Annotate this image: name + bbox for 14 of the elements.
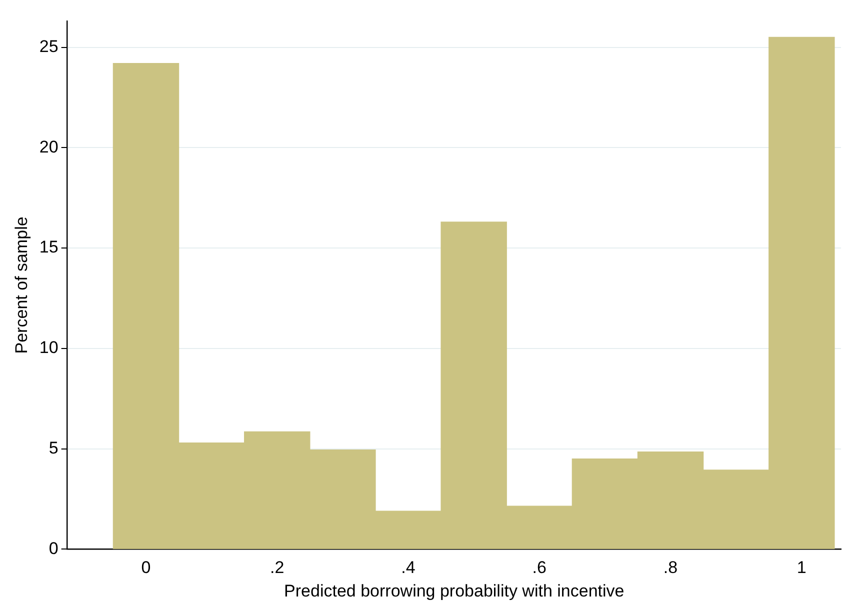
x-axis-title: Predicted borrowing probability with incentive: [284, 581, 624, 600]
x-tick-label: .6: [532, 558, 546, 578]
x-tick-label: 0: [141, 558, 151, 578]
y-tick-label: 0: [48, 538, 58, 558]
y-tick-label: 20: [39, 137, 58, 156]
y-tick-label: 10: [39, 338, 58, 358]
y-axis-title: Percent of sample: [12, 216, 31, 354]
x-tick-label: .2: [270, 558, 284, 578]
x-tick-label: .8: [663, 558, 678, 578]
y-tick-label: 25: [39, 36, 58, 56]
y-tick-label: 15: [39, 238, 58, 257]
x-tick-label: 1: [796, 558, 806, 578]
y-tick-label: 5: [48, 438, 58, 458]
x-tick-label: .4: [401, 558, 416, 578]
